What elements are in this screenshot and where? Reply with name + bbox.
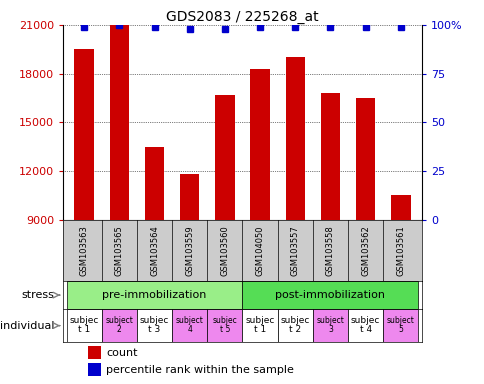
Text: subjec
t 1: subjec t 1 [245,316,274,334]
Bar [250,69,269,220]
Bar [102,309,136,343]
Text: individual: individual [0,321,54,331]
Bar [312,309,348,343]
Bar [391,195,409,220]
Text: subjec
t 1: subjec t 1 [69,316,99,334]
Text: percentile rank within the sample: percentile rank within the sample [106,365,293,375]
Bar [355,98,375,220]
Bar [88,346,101,359]
Text: post-immobilization: post-immobilization [275,290,385,300]
Bar [242,281,418,309]
Text: GSM103557: GSM103557 [290,225,299,276]
Bar [88,363,101,376]
Bar [285,58,304,220]
Bar [382,309,418,343]
Text: subject
2: subject 2 [105,316,133,334]
Bar [136,309,172,343]
Text: GSM103564: GSM103564 [150,225,159,276]
Text: GSM103560: GSM103560 [220,225,229,276]
Bar [75,49,93,220]
Text: GSM103563: GSM103563 [79,225,89,276]
Bar [145,147,164,220]
Title: GDS2083 / 225268_at: GDS2083 / 225268_at [166,10,318,24]
Text: subject
5: subject 5 [386,316,414,334]
Text: GSM103562: GSM103562 [361,225,369,276]
Text: GSM103561: GSM103561 [395,225,405,276]
Text: subjec
t 3: subjec t 3 [139,316,169,334]
Text: subject
4: subject 4 [175,316,203,334]
Bar [207,309,242,343]
Bar [66,309,102,343]
Bar [277,309,312,343]
Text: stress: stress [21,290,54,300]
Bar [215,95,234,220]
Text: pre-immobilization: pre-immobilization [102,290,206,300]
Bar [109,25,129,220]
Bar [180,174,199,220]
Text: GSM103558: GSM103558 [325,225,334,276]
Text: GSM103559: GSM103559 [185,225,194,276]
Text: GSM104050: GSM104050 [255,225,264,276]
Text: subjec
t 4: subjec t 4 [350,316,379,334]
Text: subjec
t 5: subjec t 5 [212,316,237,334]
Text: GSM103565: GSM103565 [115,225,123,276]
Text: subjec
t 2: subjec t 2 [280,316,309,334]
Text: subject
3: subject 3 [316,316,344,334]
Bar [242,309,277,343]
Bar [348,309,382,343]
Bar [172,309,207,343]
Text: count: count [106,348,137,358]
Bar [66,281,242,309]
Bar [320,93,339,220]
